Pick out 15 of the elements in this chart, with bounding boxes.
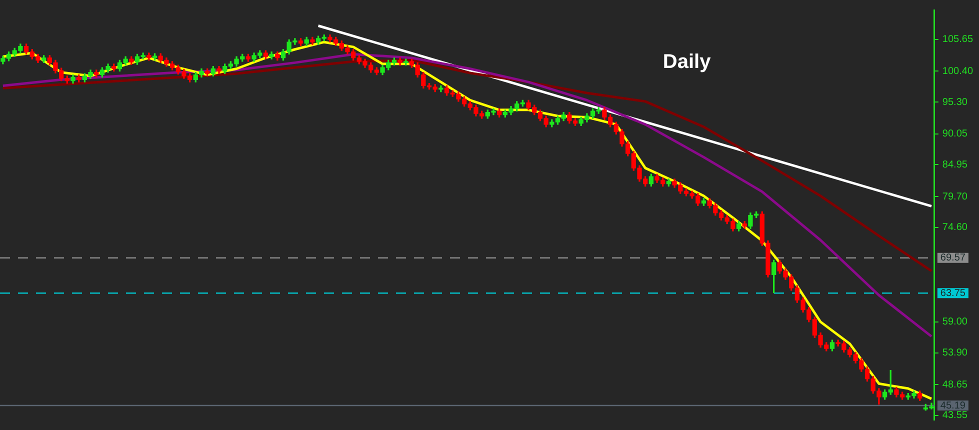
y-tick-label: 90.05 bbox=[942, 128, 968, 140]
annotation: Daily bbox=[662, 50, 712, 73]
y-tick-label: 59.00 bbox=[942, 316, 968, 328]
y-tick-label: 105.65 bbox=[942, 34, 974, 46]
ref-line-label: 69.57 bbox=[940, 252, 966, 264]
y-tick-label: 84.95 bbox=[942, 159, 968, 170]
y-tick-label: 43.55 bbox=[942, 410, 968, 422]
y-tick-label: 79.70 bbox=[942, 191, 968, 202]
y-tick-label: 48.65 bbox=[942, 379, 968, 390]
y-tick-label: 95.30 bbox=[942, 96, 968, 108]
y-tick-label: 100.40 bbox=[942, 66, 974, 77]
y-tick-label: 53.90 bbox=[942, 348, 968, 359]
ref-line-label: 63.75 bbox=[940, 288, 966, 299]
y-tick-label: 74.60 bbox=[942, 222, 968, 234]
ref-line-label: 45.19 bbox=[940, 400, 966, 412]
